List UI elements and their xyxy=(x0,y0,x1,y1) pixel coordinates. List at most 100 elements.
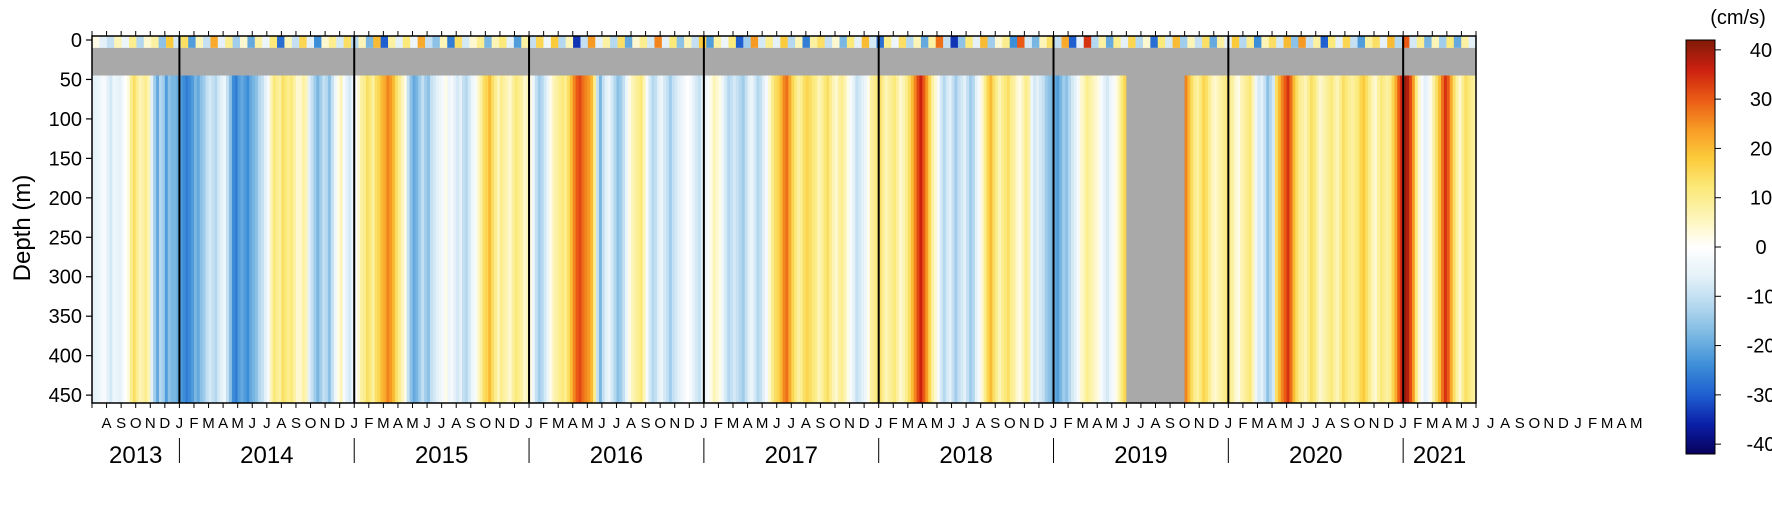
heatmap-column xyxy=(348,75,352,403)
x-year-label: 2019 xyxy=(1114,442,1167,469)
heatmap-column xyxy=(604,75,609,403)
x-month-label: J xyxy=(1050,415,1058,432)
heatmap-column xyxy=(1207,75,1212,403)
x-month-label: J xyxy=(525,415,533,432)
heatmap-column xyxy=(957,75,961,403)
heatmap-column xyxy=(934,75,938,403)
surface-cell xyxy=(143,36,152,48)
heatmap-column xyxy=(569,75,574,403)
heatmap-column xyxy=(1103,75,1107,403)
heatmap-column xyxy=(922,75,926,403)
x-month-label: N xyxy=(844,415,855,432)
heatmap-column xyxy=(767,75,772,403)
heatmap-column xyxy=(1371,75,1375,403)
heatmap-column xyxy=(1245,75,1250,403)
heatmap-column xyxy=(566,75,571,403)
surface-cell xyxy=(743,36,752,48)
heatmap-column xyxy=(360,75,364,403)
heatmap-column xyxy=(703,75,708,403)
heatmap-column xyxy=(1033,75,1037,403)
x-month-label: J xyxy=(1137,415,1145,432)
heatmap-column xyxy=(441,75,446,403)
surface-cell xyxy=(114,36,123,48)
heatmap-column xyxy=(1414,75,1419,403)
heatmap-column xyxy=(826,75,830,403)
x-month-label: M xyxy=(1251,415,1264,432)
heatmap-column xyxy=(1260,75,1264,403)
surface-cell xyxy=(661,36,670,48)
colorbar-tick-label: -40 xyxy=(1747,434,1772,456)
surface-cell xyxy=(1253,36,1262,48)
heatmap-column xyxy=(747,75,752,403)
heatmap-column xyxy=(805,75,810,403)
x-month-label: J xyxy=(1487,415,1495,432)
surface-cell xyxy=(151,36,160,48)
surface-cell xyxy=(573,36,582,48)
heatmap-column xyxy=(642,75,647,403)
heatmap-column xyxy=(1301,75,1305,403)
heatmap-column xyxy=(1400,75,1404,403)
surface-cell xyxy=(521,36,530,48)
surface-cell xyxy=(632,36,641,48)
heatmap-column xyxy=(718,75,722,403)
surface-cell xyxy=(1031,36,1040,48)
heatmap-column xyxy=(587,75,591,403)
surface-cell xyxy=(284,36,293,48)
heatmap-column xyxy=(1435,75,1439,403)
heatmap-column xyxy=(1184,75,1189,403)
heatmap-column xyxy=(429,75,434,403)
heatmap-column xyxy=(1339,75,1343,403)
colorbar-unit-label: (cm/s) xyxy=(1710,7,1766,29)
surface-cell xyxy=(203,36,212,48)
surface-cell xyxy=(1394,36,1403,48)
heatmap-column xyxy=(479,75,484,403)
heatmap-column xyxy=(1024,75,1028,403)
surface-cell xyxy=(247,36,256,48)
heatmap-column xyxy=(1394,75,1398,403)
heatmap-column xyxy=(858,75,862,403)
heatmap-column xyxy=(601,75,606,403)
x-month-label: M xyxy=(1630,415,1643,432)
y-tick-label: 200 xyxy=(49,188,82,210)
heatmap-column xyxy=(1391,75,1396,403)
x-month-label: J xyxy=(1574,415,1582,432)
heatmap-column xyxy=(1038,75,1043,403)
x-month-label: O xyxy=(305,415,317,432)
heatmap-column xyxy=(928,75,932,403)
heatmap-column xyxy=(756,75,760,403)
x-month-label: O xyxy=(1528,415,1540,432)
heatmap-column xyxy=(100,75,105,403)
x-month-label: A xyxy=(1617,415,1627,432)
heatmap-column xyxy=(176,75,181,403)
heatmap-column xyxy=(281,75,285,403)
heatmap-column xyxy=(266,75,271,403)
missing-data-mask xyxy=(92,47,1476,76)
heatmap-column xyxy=(561,75,565,403)
surface-cell xyxy=(935,36,944,48)
heatmap-column xyxy=(1408,75,1413,403)
heatmap-column xyxy=(966,75,970,403)
surface-cell xyxy=(883,36,892,48)
heatmap-column xyxy=(983,75,988,403)
x-month-label: J xyxy=(176,415,184,432)
heatmap-column xyxy=(223,75,227,403)
heatmap-column xyxy=(663,75,667,403)
surface-cell xyxy=(1120,36,1129,48)
heatmap-column xyxy=(832,75,836,403)
x-month-label: F xyxy=(539,415,548,432)
surface-cell xyxy=(1239,36,1248,48)
heatmap-column xyxy=(173,75,178,403)
heatmap-column xyxy=(249,75,253,403)
surface-cell xyxy=(513,36,522,48)
heatmap-column xyxy=(797,75,801,403)
heatmap-column xyxy=(802,75,807,403)
x-month-label: M xyxy=(931,415,944,432)
heatmap-column xyxy=(1251,75,1256,403)
heatmap-column xyxy=(362,75,367,403)
x-month-label: J xyxy=(788,415,796,432)
heatmap-column xyxy=(1193,75,1197,403)
surface-cell xyxy=(617,36,626,48)
heatmap-column xyxy=(1100,75,1104,403)
heatmap-column xyxy=(1382,75,1387,403)
